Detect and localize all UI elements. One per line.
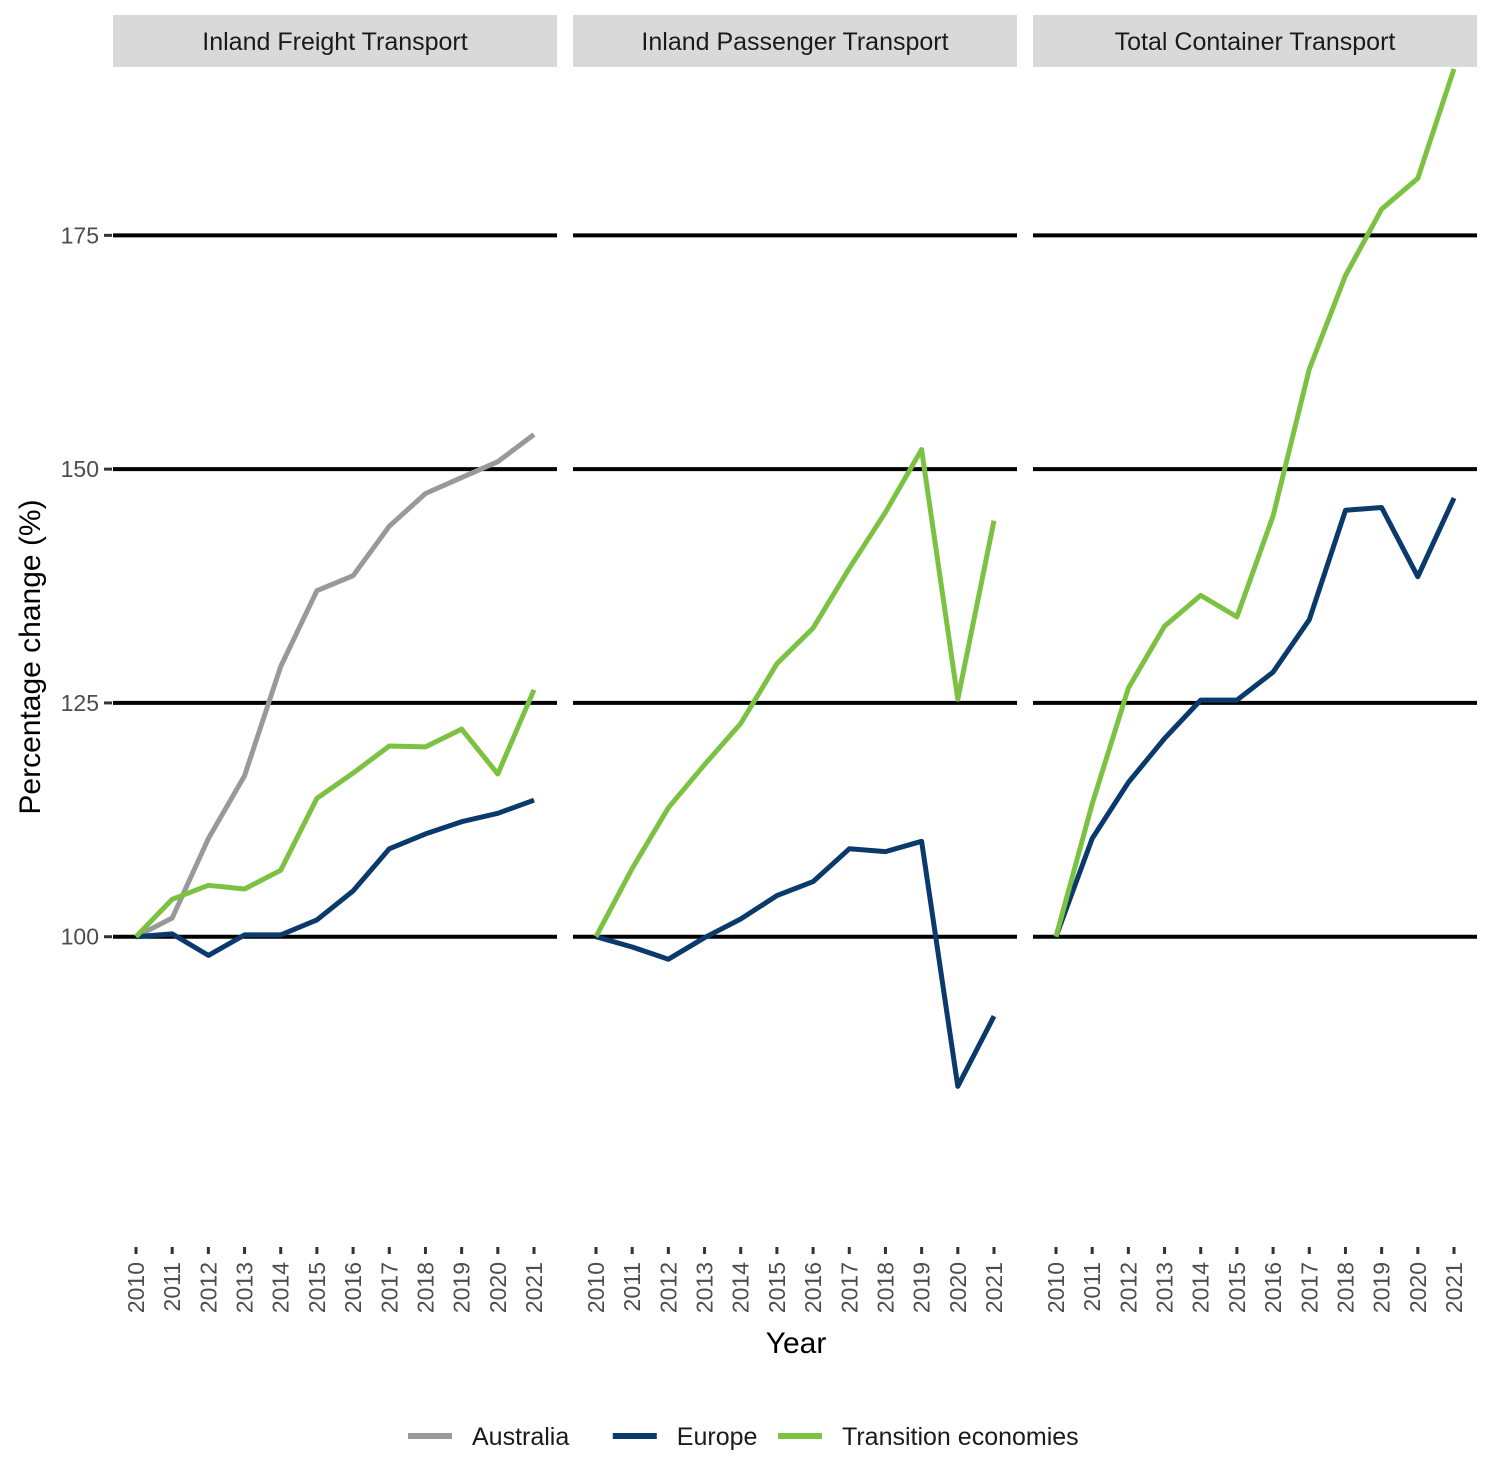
legend-label: Europe [677, 1423, 758, 1451]
x-tick-label: 2017 [376, 1262, 402, 1313]
x-tick-label: 2018 [413, 1262, 439, 1313]
x-tick-label: 2016 [800, 1262, 826, 1313]
legend: Australia Europe Transition economies [408, 1423, 1079, 1451]
x-tick-label: 2010 [123, 1262, 149, 1313]
series-line-europe [135, 797, 535, 958]
panel-strip [1033, 15, 1477, 67]
x-tick-label: 2020 [1405, 1262, 1431, 1313]
x-tick-label: 2016 [1260, 1262, 1286, 1313]
panel-title: Total Container Transport [1115, 28, 1396, 56]
x-tick-label: 2017 [1296, 1262, 1322, 1313]
x-tick-label: 2010 [1043, 1262, 1069, 1313]
y-tick-label: 100 [61, 924, 99, 950]
x-tick-label: 2011 [619, 1262, 645, 1311]
panel-3: Total Container Transport 2010 2011 2012 201… [1033, 15, 1477, 1313]
legend-label: Transition economies [842, 1423, 1079, 1451]
y-tick-label: 125 [61, 690, 99, 716]
x-tick-label: 2014 [728, 1262, 754, 1313]
x-tick-label: 2019 [1369, 1262, 1395, 1313]
panel-title: Inland Passenger Transport [641, 28, 948, 56]
x-tick-label: 2021 [1441, 1262, 1467, 1313]
x-tick-label: 2015 [1224, 1262, 1250, 1313]
x-tick-label: 2014 [1188, 1262, 1214, 1313]
x-tick-label: 2019 [909, 1262, 935, 1313]
x-tick-label: 2015 [304, 1262, 330, 1313]
y-axis-title: Percentage change (%) [14, 499, 47, 814]
y-tick-label: 175 [61, 222, 99, 248]
x-tick-label: 2013 [692, 1262, 718, 1313]
panel-2: Inland Passenger Transport 2010 2011 2012 20… [573, 15, 1017, 1313]
series-line-europe [595, 838, 997, 1089]
panels: Inland Freight Transport 2010 2011 2012 2013… [113, 15, 1477, 1313]
panel-1: Inland Freight Transport 2010 2011 2012 2013… [113, 15, 557, 1313]
legend-item-transition-economies: Transition economies [778, 1423, 1079, 1451]
x-tick-label: 2016 [340, 1262, 366, 1313]
series-line-transition-economies [593, 447, 997, 938]
panel-title: Inland Freight Transport [202, 28, 467, 56]
x-tick-label: 2011 [159, 1262, 185, 1311]
x-tick-label: 2021 [981, 1262, 1007, 1313]
series-line-transition-economies [1053, 68, 1457, 938]
x-tick-label: 2013 [1152, 1262, 1178, 1313]
legend-label: Australia [472, 1423, 569, 1451]
x-tick-label: 2014 [268, 1262, 294, 1313]
series-line-europe [1053, 497, 1457, 938]
x-tick-label: 2012 [655, 1262, 681, 1313]
x-tick-label: 2012 [195, 1262, 221, 1313]
legend-item-europe: Europe [612, 1423, 758, 1451]
x-tick-label: 2019 [449, 1262, 475, 1313]
y-axis: 100 125 150 175 [61, 222, 112, 950]
x-tick-label: 2010 [583, 1262, 609, 1313]
x-tick-label: 2015 [764, 1262, 790, 1313]
x-tick-label: 2021 [521, 1262, 547, 1313]
x-tick-label: 2013 [232, 1262, 258, 1313]
x-tick-label: 2012 [1115, 1262, 1141, 1313]
y-tick-label: 150 [61, 456, 99, 482]
x-tick-label: 2018 [873, 1262, 899, 1313]
x-tick-label: 2018 [1333, 1262, 1359, 1313]
legend-item-australia: Australia [408, 1423, 569, 1451]
panel-strip [113, 15, 557, 67]
x-axis-title: Year [766, 1327, 827, 1360]
x-tick-label: 2011 [1079, 1262, 1105, 1311]
panel-strip [573, 15, 1017, 67]
x-tick-label: 2017 [836, 1262, 862, 1313]
x-tick-label: 2020 [945, 1262, 971, 1313]
series-line-transition-economies [134, 688, 537, 939]
x-tick-label: 2020 [485, 1262, 511, 1313]
series-line-australia [134, 432, 536, 939]
